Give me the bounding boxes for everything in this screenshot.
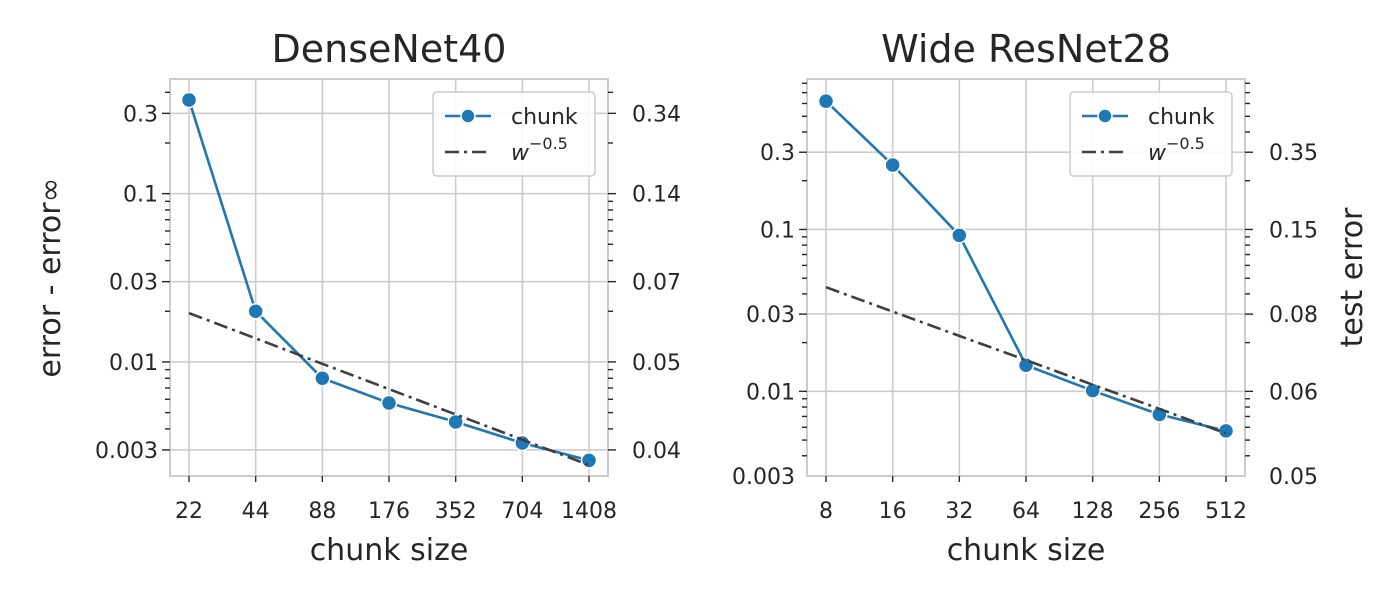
y-tick-label-right: 0.04 [632, 439, 681, 464]
legend-label-power-law: w−0.5 [1148, 134, 1205, 166]
y-tick-label: 0.03 [746, 303, 795, 328]
data-point-chunk [180, 91, 198, 109]
data-point-chunk [580, 452, 598, 469]
x-axis-label: chunk size [310, 533, 469, 568]
x-tick-label: 16 [879, 499, 907, 524]
y-tick-label-right: 0.15 [1269, 218, 1318, 243]
y-tick-label: 0.01 [746, 380, 795, 405]
x-tick-label: 512 [1205, 499, 1247, 524]
data-point-chunk [380, 394, 398, 412]
minor-ticks [162, 91, 616, 451]
x-tick-label: 88 [308, 499, 336, 524]
data-point-chunk [314, 369, 331, 387]
data-point-chunk [1084, 382, 1101, 399]
y-tick-label: 0.003 [95, 439, 158, 464]
y-axis-label-right: test error [1335, 207, 1370, 347]
x-axis-label: chunk size [947, 533, 1106, 568]
legend-marker-chunk [1097, 108, 1113, 124]
y-axis-label: error - error∞ [33, 177, 68, 377]
legend-label-base: w [1148, 141, 1167, 166]
x-tick-label: 128 [1072, 499, 1114, 524]
x-tick-label: 176 [368, 499, 410, 524]
y-tick-label: 0.1 [123, 183, 158, 208]
y-tick-label-right: 0.05 [1269, 465, 1318, 490]
x-tick-label: 22 [175, 499, 203, 524]
data-point-chunk [447, 413, 464, 431]
series-line-power-law [188, 311, 590, 467]
y-tick-label-right: 0.05 [632, 351, 681, 376]
y-tick-label: 0.003 [732, 465, 795, 490]
chart-title: DenseNet40 [272, 27, 507, 71]
legend: chunk w−0.5 [1069, 91, 1233, 177]
y-tick-label-right: 0.14 [632, 183, 681, 208]
y-tick-label-right: 0.06 [1269, 380, 1318, 405]
data-point-chunk [247, 303, 264, 320]
x-tick-label: 44 [242, 499, 270, 524]
y-tick-label-right: 0.07 [632, 271, 681, 296]
y-tick-label-right: 0.08 [1269, 303, 1318, 328]
legend-label-base: w [511, 141, 530, 166]
x-tick-label: 704 [501, 499, 543, 524]
data-point-chunk [884, 156, 901, 174]
data-point-chunk [951, 227, 968, 244]
series-line-power-law [825, 285, 1227, 435]
y-tick-label: 0.3 [123, 102, 158, 127]
y-tick-label: 0.1 [760, 218, 795, 243]
y-tick-label: 0.01 [109, 351, 158, 376]
legend-marker-chunk [460, 108, 476, 124]
y-tick-label: 0.03 [109, 271, 158, 296]
x-tick-label: 8 [819, 499, 833, 524]
x-tick-label: 32 [945, 499, 973, 524]
chart-panel-2: 0.003 0.05 0.01 0.06 0.03 0.08 0.1 0.15 0.3 0.35 8… [732, 27, 1370, 568]
data-point-chunk [1217, 422, 1235, 440]
y-tick-label: 0.3 [760, 141, 795, 166]
x-tick-label: 64 [1012, 499, 1040, 524]
legend-label-exponent: −0.5 [1166, 134, 1205, 153]
chart-panel-1: 0.003 0.04 0.01 0.05 0.03 0.07 0.1 0.14 0.3 0.34 2… [33, 27, 681, 568]
data-point-chunk [817, 92, 835, 110]
legend-label-exponent: −0.5 [529, 134, 568, 153]
y-tick-label-right: 0.35 [1269, 141, 1318, 166]
data-point-chunk [1017, 356, 1035, 374]
chart-title: Wide ResNet28 [881, 27, 1171, 71]
legend-label-power-law: w−0.5 [511, 134, 568, 166]
minor-ticks [799, 82, 1253, 457]
y-tick-label-right: 0.34 [632, 102, 681, 127]
legend-label-chunk: chunk [511, 105, 578, 130]
x-tick-label: 1408 [561, 499, 617, 524]
x-tick-label: 256 [1138, 499, 1180, 524]
legend-label-chunk: chunk [1148, 105, 1215, 130]
legend: chunk w−0.5 [432, 91, 596, 177]
x-tick-label: 352 [435, 499, 477, 524]
